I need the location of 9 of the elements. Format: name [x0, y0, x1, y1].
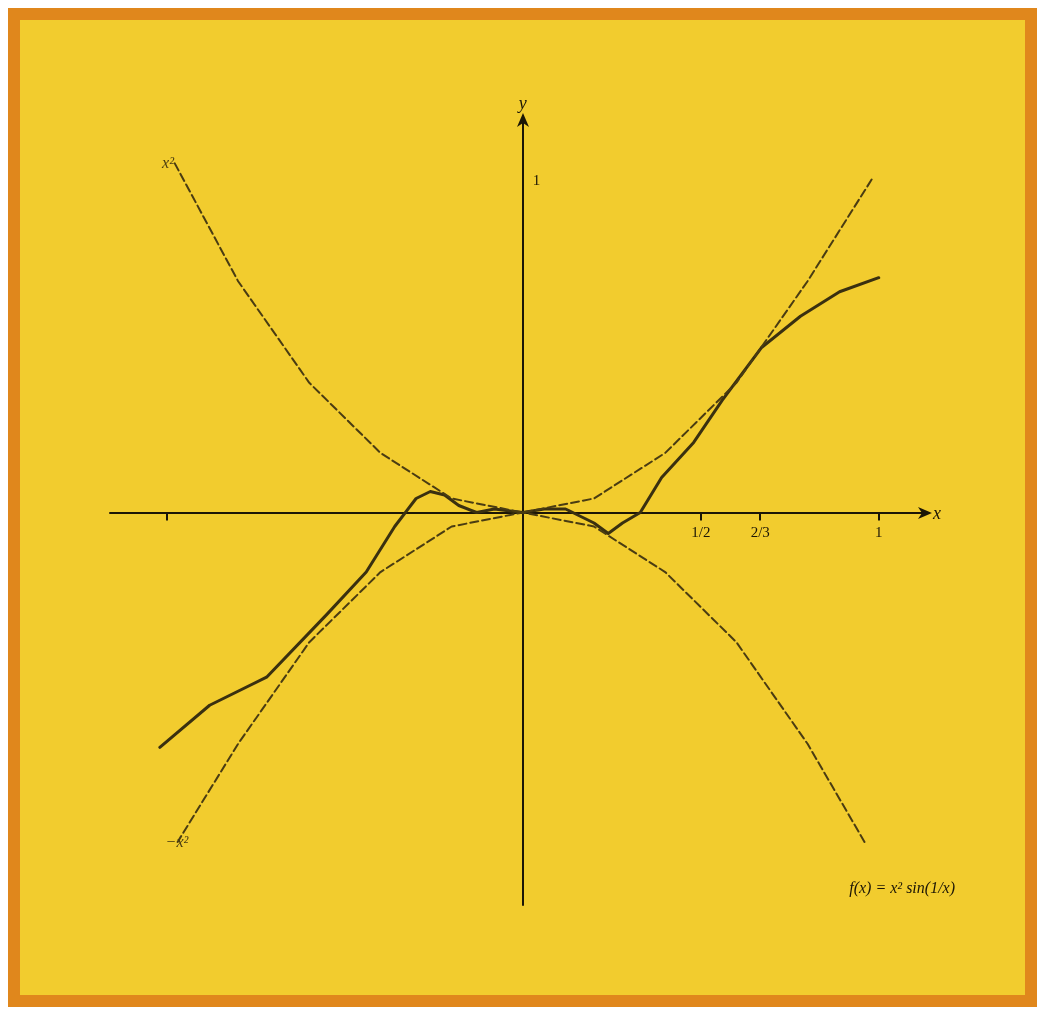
x-tick-label: 1/2	[691, 524, 711, 540]
text: f(x) = x² sin(1/x)	[849, 878, 956, 897]
series-label: x²	[161, 153, 176, 171]
x-axis-title: x	[932, 502, 941, 523]
annotation: 1	[532, 172, 541, 188]
y-axis-title: y	[516, 93, 527, 113]
x-tick-label: 1	[874, 524, 883, 540]
x-tick-label: 2/3	[750, 524, 770, 540]
series-label: −x²	[165, 833, 190, 851]
